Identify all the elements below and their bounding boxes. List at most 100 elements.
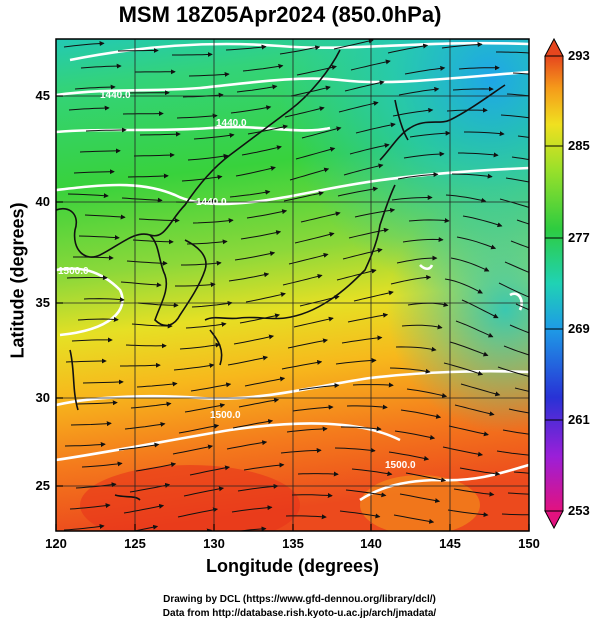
streamline — [292, 404, 334, 412]
streamline — [396, 255, 438, 264]
streamline — [502, 429, 529, 435]
streamline — [448, 425, 489, 437]
streamline — [189, 465, 231, 476]
streamline — [240, 230, 282, 240]
streamline — [184, 403, 226, 413]
y-tick-label: 30 — [35, 390, 50, 405]
streamline — [231, 505, 273, 513]
streamline — [118, 442, 160, 451]
streamline — [172, 51, 213, 57]
streamline — [135, 462, 177, 472]
streamline — [496, 51, 529, 54]
streamline — [238, 397, 280, 408]
streamline — [505, 177, 529, 183]
streamline — [245, 292, 286, 303]
streamline — [348, 227, 389, 239]
x-tick-label: 145 — [439, 536, 461, 551]
streamline — [507, 492, 529, 495]
credit-line-data: Data from http://database.rish.kyoto-u.a… — [162, 608, 437, 619]
x-tick-label: 120 — [45, 536, 67, 551]
streamline — [446, 107, 488, 113]
streamline — [388, 536, 427, 543]
streamline — [132, 239, 174, 245]
streamline — [445, 194, 487, 203]
streamline — [70, 421, 112, 427]
streamline — [399, 493, 441, 504]
streamline — [498, 282, 529, 298]
streamline — [185, 321, 227, 329]
streamline — [179, 342, 221, 350]
streamline — [247, 124, 289, 135]
streamline — [497, 366, 529, 377]
streamline — [63, 524, 105, 531]
streamline — [288, 252, 329, 265]
colorbar-tick-label: 285 — [568, 138, 590, 153]
streamline — [512, 72, 529, 75]
contour-label: 1440.0 — [216, 118, 247, 129]
streamline — [77, 316, 119, 322]
contour-label: 1440.0 — [196, 197, 227, 208]
streamline — [229, 189, 271, 198]
streamline — [178, 423, 220, 434]
streamline — [131, 323, 173, 329]
colorbar-tick-label: 261 — [568, 412, 590, 427]
streamline — [122, 111, 164, 117]
streamline — [297, 471, 339, 477]
streamline — [282, 273, 323, 286]
streamline — [84, 214, 126, 220]
streamline — [344, 80, 385, 92]
streamline — [513, 471, 529, 474]
colorbar-top-arrow — [544, 37, 564, 57]
colorbar-tick-label: 269 — [568, 321, 590, 336]
streamline — [192, 218, 234, 224]
x-axis-label: Longitude (degrees) — [205, 556, 379, 576]
streamline — [352, 382, 394, 388]
streamline — [71, 337, 113, 343]
streamline — [406, 388, 448, 398]
streamline — [339, 510, 381, 519]
streamline — [354, 207, 396, 218]
streamline — [291, 492, 333, 498]
streamline — [279, 45, 321, 55]
streamline — [443, 362, 484, 376]
streamline — [74, 84, 116, 90]
streamline — [228, 272, 270, 282]
streamline — [450, 257, 490, 272]
streamline — [176, 113, 218, 119]
streamline — [81, 461, 123, 468]
streamline — [454, 404, 495, 417]
streamline — [392, 107, 434, 117]
streamline — [63, 41, 105, 48]
streamline — [190, 382, 232, 392]
streamline — [234, 251, 276, 261]
colorbar-tick-label: 293 — [568, 48, 590, 63]
streamline — [186, 239, 228, 245]
streamline — [284, 106, 325, 118]
streamline — [388, 451, 430, 461]
streamline — [504, 261, 529, 273]
streamline — [447, 509, 489, 518]
streamline — [243, 462, 285, 471]
streamline — [281, 359, 323, 370]
streamline — [394, 430, 436, 440]
streamline — [83, 297, 125, 303]
streamline — [395, 346, 437, 352]
streamline — [80, 63, 122, 69]
credit-line-drawing: Drawing by DCL (https://www.gfd-dennou.o… — [163, 594, 436, 605]
streamline — [342, 247, 383, 260]
streamline — [296, 64, 337, 76]
streamline — [125, 343, 167, 349]
streamline — [393, 514, 435, 524]
streamline — [346, 404, 388, 410]
streamline — [442, 446, 484, 457]
streamline — [517, 135, 529, 138]
streamline — [452, 86, 494, 92]
contour-label-group: 1440.0 1440.0 1440.0 1500.0 1500.0 1500.… — [58, 90, 416, 471]
streamline — [73, 255, 114, 261]
streamline — [183, 486, 225, 497]
streamline — [397, 172, 439, 180]
wind-streamlines — [63, 39, 529, 543]
streamline — [237, 483, 279, 492]
streamline — [65, 358, 107, 364]
tick-marks — [55, 95, 530, 531]
